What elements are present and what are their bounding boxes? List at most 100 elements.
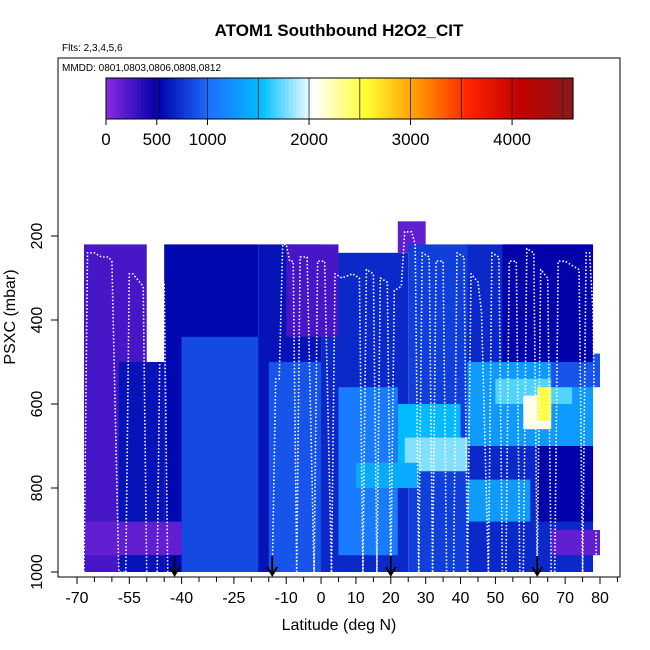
colorbar-swatch: [199, 78, 204, 119]
colorbar-swatch: [491, 78, 496, 119]
colorbar-swatch: [238, 78, 243, 119]
dates-note: MMDD: 0801,0803,0806,0808,0812: [62, 63, 221, 74]
heatmap-cell-20: [551, 530, 600, 556]
colorbar-swatch: [292, 78, 298, 119]
colorbar-frame: [105, 77, 574, 120]
colorbar-swatch: [495, 78, 500, 119]
colorbar-swatch: [160, 78, 165, 119]
flight-track-5: [295, 256, 315, 573]
colorbar-swatch: [487, 78, 492, 119]
colorbar-swatch: [106, 78, 111, 119]
y-tick-label: 600: [29, 391, 46, 418]
colorbar-swatch: [460, 78, 465, 119]
x-tick-label: 40: [452, 590, 470, 607]
flight-track-11: [417, 252, 434, 573]
colorbar-swatch: [370, 78, 376, 119]
colorbar-swatch: [471, 78, 477, 119]
colorbar-swatch: [549, 78, 555, 119]
chart-title: ATOM1 Southbound H2O2_CIT: [215, 21, 464, 40]
colorbar-swatch: [121, 78, 127, 119]
colorbar-swatch: [187, 78, 193, 119]
x-tick-label: 70: [556, 590, 574, 607]
colorbar-swatch: [226, 78, 232, 119]
flight-track-7: [330, 272, 364, 573]
colorbar-swatch: [129, 78, 134, 119]
colorbar-swatch: [316, 78, 321, 119]
arrow-markers: [168, 556, 544, 577]
colorbar-swatch: [518, 78, 524, 119]
colorbar-swatch: [541, 78, 547, 119]
colorbar-swatch: [156, 78, 162, 119]
colorbar-swatch: [125, 78, 130, 119]
colorbar-swatch: [331, 78, 337, 119]
colorbar-swatch: [522, 78, 527, 119]
colorbar-swatch: [366, 78, 372, 119]
colorbar-swatch: [113, 78, 119, 119]
flight-track-0: [83, 252, 113, 573]
colorbar-swatch: [176, 78, 181, 119]
colorbar-swatch: [425, 78, 430, 119]
colorbar-swatch: [569, 78, 574, 119]
colorbar-swatch: [164, 78, 169, 119]
colorbar-swatch: [475, 78, 481, 119]
colorbar-swatch: [347, 78, 352, 119]
colorbar-swatch: [514, 78, 520, 119]
colorbar-swatch: [265, 78, 271, 119]
colorbar-swatch: [429, 78, 434, 119]
colorbar-swatch: [288, 78, 294, 119]
colorbar-swatch: [448, 78, 453, 119]
colorbar-swatch: [537, 78, 543, 119]
flight-track-10: [390, 231, 420, 573]
colorbar-swatch: [417, 78, 422, 119]
colorbar-swatch: [296, 78, 302, 119]
colorbar-swatch: [358, 78, 364, 119]
colorbar-swatch: [249, 78, 255, 119]
colorbar-swatch: [432, 78, 438, 119]
y-tick-label: 400: [29, 307, 46, 334]
arrow-marker-1: [266, 556, 279, 577]
heatmap-cell-21: [83, 521, 182, 556]
flight-track-14: [466, 272, 490, 573]
colorbar: 0 500 1000 2000 3000 4000: [101, 77, 574, 149]
colorbar-swatch: [207, 78, 212, 119]
x-tick-label: -10: [275, 590, 298, 607]
y-tick-label: 1000: [29, 554, 46, 590]
colorbar-swatch: [117, 78, 123, 119]
flight-track-16: [505, 260, 521, 573]
colorbar-swatch: [234, 78, 239, 119]
colorbar-swatch: [386, 78, 391, 119]
colorbar-swatch: [479, 78, 485, 119]
flight-track-20: [581, 252, 598, 573]
colorbar-swatch: [137, 78, 142, 119]
y-tick-label: 800: [29, 475, 46, 502]
colorbar-swatch: [565, 78, 570, 119]
x-axis: -70 -55 -40 -25 -10 0 10 20 30 40 50 60 70 80: [65, 577, 618, 607]
colorbar-swatch: [452, 78, 457, 119]
colorbar-swatch: [261, 78, 267, 119]
colorbar-swatch: [327, 78, 333, 119]
x-tick-label: 0: [317, 590, 326, 607]
colorbar-swatch: [246, 78, 251, 119]
colorbar-swatch: [534, 78, 539, 119]
colorbar-swatch: [211, 78, 216, 119]
colorbar-swatch: [467, 78, 473, 119]
colorbar-swatch: [553, 78, 559, 119]
colorbar-swatch: [304, 78, 309, 119]
colorbar-swatch: [499, 78, 504, 119]
colorbar-swatch: [413, 78, 418, 119]
y-tick-label: 200: [29, 223, 46, 250]
arrow-marker-3: [531, 556, 544, 577]
heatmap-cell-18: [467, 479, 531, 522]
colorbar-swatch: [273, 78, 278, 119]
x-tick-label: 50: [487, 590, 505, 607]
colorbar-tick-label: 2000: [290, 130, 328, 149]
colorbar-swatch: [483, 78, 488, 119]
x-axis-label: Latitude (deg N): [282, 617, 397, 634]
colorbar-swatch: [191, 78, 197, 119]
colorbar-swatch: [144, 78, 150, 119]
colorbar-swatch: [300, 78, 306, 119]
colorbar-swatch: [393, 78, 399, 119]
x-tick-label: 60: [521, 590, 539, 607]
colorbar-swatch: [397, 78, 403, 119]
